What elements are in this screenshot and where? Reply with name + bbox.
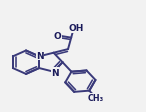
Text: O: O [54,31,62,40]
Text: OH: OH [68,24,84,33]
Text: CH₃: CH₃ [88,93,104,102]
Text: N: N [51,68,59,77]
Text: N: N [36,51,44,60]
